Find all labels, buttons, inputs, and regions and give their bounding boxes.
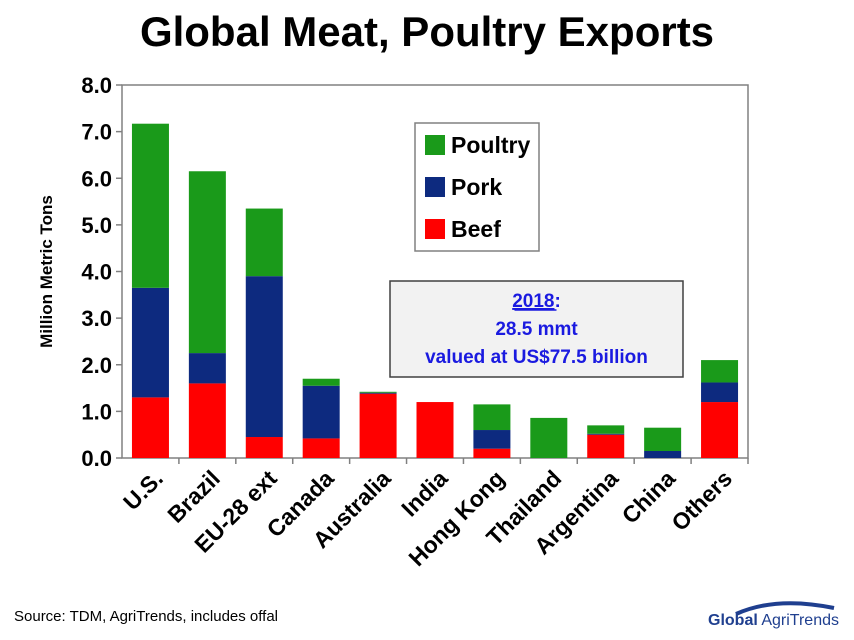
bar-pork-australia (359, 392, 397, 394)
bar-beef-india (416, 402, 454, 458)
annotation-value: valued at US$77.5 billion (425, 347, 648, 368)
bar-pork-hong-kong (473, 430, 511, 449)
y-tick-label: 5.0 (81, 213, 112, 238)
chart-title: Global Meat, Poultry Exports (139, 8, 715, 55)
y-axis-label: Million Metric Tons (37, 195, 56, 348)
bar-beef-hong-kong (473, 448, 511, 458)
bar-poultry-u-s- (131, 123, 169, 288)
bar-poultry-china (644, 427, 682, 452)
bar-pork-u-s- (131, 287, 169, 398)
x-tick-label: Others (666, 465, 737, 536)
bar-poultry-canada (302, 378, 340, 386)
y-tick-label: 6.0 (81, 166, 112, 191)
bar-poultry-eu-28-ext (245, 208, 283, 277)
logo-text: Global AgriTrends (708, 612, 839, 630)
bar-poultry-australia (359, 391, 397, 393)
annotation-colon: : (554, 291, 560, 312)
bar-beef-canada (302, 438, 340, 458)
y-tick-label: 0.0 (81, 446, 112, 471)
legend-swatch-pork (425, 177, 445, 197)
bar-beef-others (701, 402, 739, 458)
y-tick-label: 1.0 (81, 399, 112, 424)
legend-swatch-beef (425, 219, 445, 239)
y-tick-label: 2.0 (81, 353, 112, 378)
bar-beef-eu-28-ext (245, 437, 283, 458)
bar-beef-u-s- (131, 397, 169, 458)
stacked-bar-chart: 0.0 1.0 2.0 3.0 4.0 5.0 6.0 7.0 8.0 Million Metri… (37, 73, 749, 571)
logo-thin-text: AgriTrends (757, 612, 839, 629)
bar-beef-australia (359, 393, 397, 458)
bar-pork-china (644, 451, 682, 458)
y-tick-label: 8.0 (81, 73, 112, 98)
bar-poultry-brazil (188, 171, 226, 354)
bar-poultry-others (701, 360, 739, 383)
bar-pork-canada (302, 385, 340, 439)
y-tick-label: 7.0 (81, 120, 112, 145)
annotation-year: 2018 (512, 291, 554, 312)
logo-swoosh-icon (735, 601, 835, 616)
bar-beef-brazil (188, 383, 226, 458)
annotation-box (389, 280, 684, 378)
source-note: Source: TDM, AgriTrends, includes offal (14, 608, 279, 625)
bar-poultry-thailand (530, 417, 568, 458)
bar-pork-argentina (587, 433, 625, 435)
bar-poultry-argentina (587, 425, 625, 434)
global-agritrends-logo: Global AgriTrends (706, 598, 846, 638)
annotation-year-line: 2018: (512, 291, 561, 312)
annotation-total: 28.5 mmt (495, 319, 578, 340)
x-tick-label: U.S. (118, 465, 168, 515)
bar-pork-brazil (188, 353, 226, 384)
legend-swatch-poultry (425, 135, 445, 155)
legend-label-pork: Pork (451, 174, 502, 200)
y-tick-label: 4.0 (81, 260, 112, 285)
legend-label-poultry: Poultry (451, 132, 530, 158)
bar-beef-argentina (587, 434, 625, 458)
y-tick-label: 3.0 (81, 306, 112, 331)
bar-pork-others (701, 382, 739, 403)
logo-bold-text: Global (708, 612, 758, 629)
bar-poultry-hong-kong (473, 404, 511, 431)
legend-label-beef: Beef (451, 216, 501, 242)
bar-pork-eu-28-ext (245, 276, 283, 438)
